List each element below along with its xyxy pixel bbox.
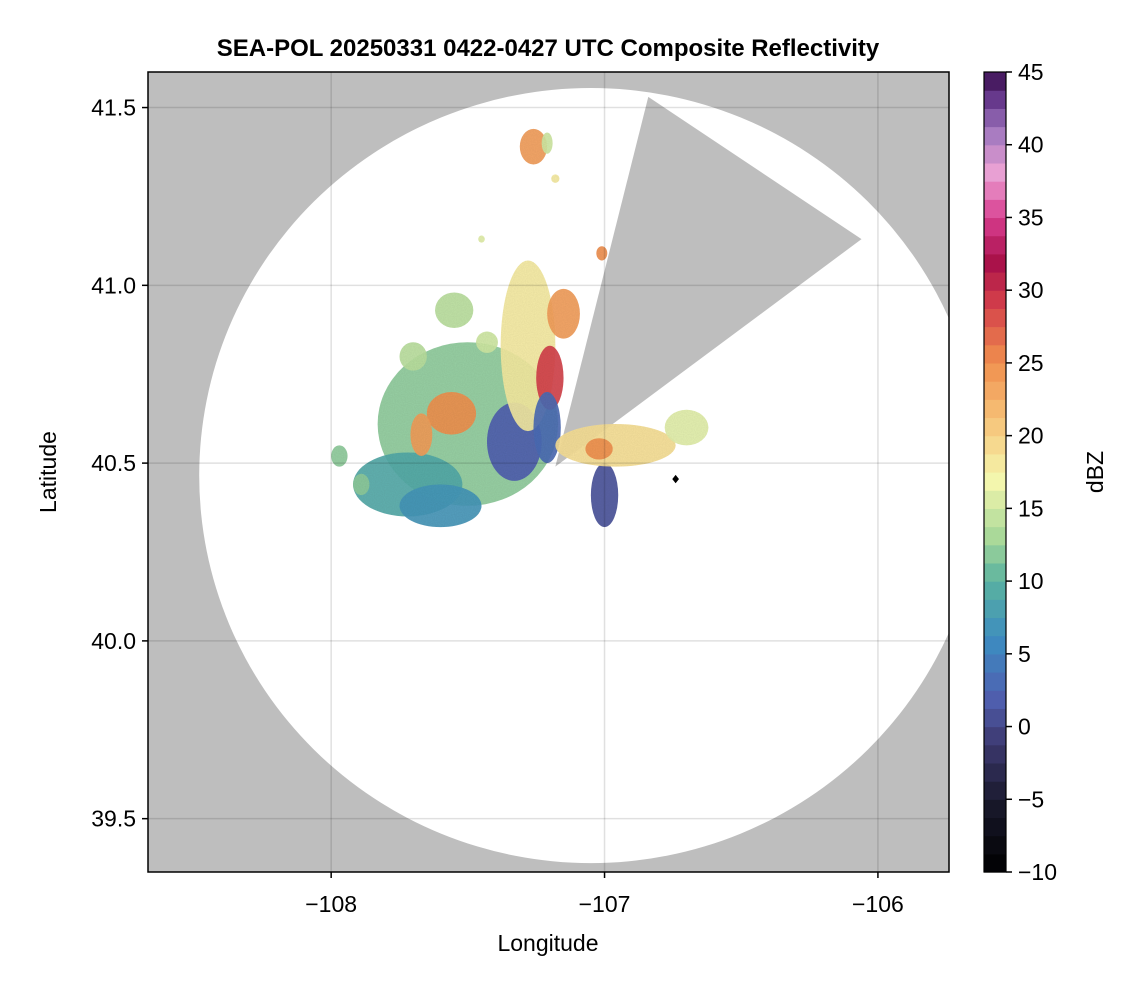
colorbar-bin bbox=[984, 362, 1006, 382]
echo-cell bbox=[410, 413, 433, 456]
echo-cell bbox=[519, 128, 548, 165]
colorbar-tick-label: 15 bbox=[1018, 495, 1044, 521]
echo-cell bbox=[426, 392, 477, 435]
echo-cell bbox=[476, 331, 498, 353]
colorbar-bin bbox=[984, 835, 1006, 855]
colorbar-bin bbox=[984, 508, 1006, 528]
colorbar-bin bbox=[984, 708, 1006, 728]
colorbar-bin bbox=[984, 653, 1006, 673]
colorbar-bin bbox=[984, 726, 1006, 746]
y-tick-label: 41.5 bbox=[91, 95, 136, 121]
colorbar-bin bbox=[984, 472, 1006, 491]
colorbar-bin bbox=[984, 126, 1006, 146]
colorbar-bin bbox=[984, 526, 1006, 546]
colorbar-bin bbox=[984, 635, 1006, 655]
colorbar-bin bbox=[984, 72, 1006, 91]
colorbar-bin bbox=[984, 290, 1006, 309]
colorbar-tick-label: 0 bbox=[1018, 714, 1031, 740]
colorbar-bin bbox=[984, 453, 1006, 473]
y-tick-label: 39.5 bbox=[91, 806, 136, 832]
colorbar-bin bbox=[984, 399, 1006, 419]
echo-cell bbox=[547, 288, 580, 339]
colorbar-tick-label: 25 bbox=[1018, 350, 1044, 376]
echo-cell bbox=[590, 463, 619, 528]
colorbar-bin bbox=[984, 690, 1006, 709]
echo-cell bbox=[541, 132, 553, 154]
colorbar-bin bbox=[984, 344, 1006, 364]
x-tick-label: −107 bbox=[579, 891, 631, 917]
echo-cell bbox=[353, 473, 370, 496]
colorbar-tick-label: −10 bbox=[1018, 859, 1057, 885]
colorbar-frame bbox=[983, 71, 1007, 873]
colorbar-bin bbox=[984, 853, 1006, 873]
colorbar-tick-label: 30 bbox=[1018, 277, 1044, 303]
x-tick-label: −108 bbox=[305, 891, 357, 917]
colorbar-tick-label: 45 bbox=[1018, 59, 1044, 85]
echo-cell bbox=[596, 246, 608, 261]
colorbar-bin bbox=[984, 90, 1006, 109]
colorbar-bin bbox=[984, 817, 1006, 837]
colorbar-bin bbox=[984, 272, 1006, 291]
colorbar-bin bbox=[984, 617, 1006, 637]
x-axis-label: Longitude bbox=[497, 930, 598, 956]
colorbar-bin bbox=[984, 108, 1006, 128]
colorbar-bin bbox=[984, 490, 1006, 509]
colorbar-bin bbox=[984, 162, 1006, 182]
colorbar-bin bbox=[984, 217, 1006, 237]
colorbar-bin bbox=[984, 253, 1006, 273]
echo-cell bbox=[551, 174, 560, 183]
echo-cell bbox=[331, 445, 348, 467]
colorbar-label: dBZ bbox=[1082, 451, 1108, 493]
site-marker-diamond bbox=[670, 473, 681, 485]
y-axis-label: Latitude bbox=[35, 431, 61, 513]
echo-cell bbox=[399, 484, 482, 528]
colorbar-bin bbox=[984, 235, 1006, 255]
radar-coverage-disk bbox=[199, 88, 949, 863]
echo-cell bbox=[435, 292, 474, 328]
colorbar-tick-label: 20 bbox=[1018, 423, 1044, 449]
colorbar-bin bbox=[984, 181, 1006, 200]
echo-cell bbox=[664, 409, 709, 446]
echo-cell bbox=[533, 392, 561, 464]
colorbar bbox=[983, 71, 1007, 873]
y-tick-label: 40.0 bbox=[91, 628, 136, 654]
colorbar-bin bbox=[984, 144, 1006, 164]
colorbar-bin bbox=[984, 562, 1006, 582]
chart-title: SEA-POL 20250331 0422-0427 UTC Composite… bbox=[217, 35, 880, 62]
colorbar-bin bbox=[984, 544, 1006, 564]
colorbar-bin bbox=[984, 799, 1006, 819]
colorbar-bin bbox=[984, 435, 1006, 455]
blocked-sector-0 bbox=[555, 96, 862, 467]
colorbar-bin bbox=[984, 199, 1006, 219]
colorbar-bin bbox=[984, 762, 1006, 782]
colorbar-bin bbox=[984, 672, 1006, 691]
y-tick-label: 40.5 bbox=[91, 450, 136, 476]
colorbar-bin bbox=[984, 417, 1006, 437]
colorbar-bin bbox=[984, 581, 1006, 600]
colorbar-bin bbox=[984, 308, 1006, 328]
y-tick-label: 41.0 bbox=[91, 272, 136, 298]
echo-cell bbox=[585, 438, 613, 460]
colorbar-bin bbox=[984, 381, 1006, 400]
echo-cell bbox=[555, 424, 676, 467]
colorbar-tick-label: 10 bbox=[1018, 568, 1044, 594]
colorbar-bin bbox=[984, 326, 1006, 346]
colorbar-tick-label: 40 bbox=[1018, 132, 1044, 158]
echo-cell bbox=[399, 342, 427, 371]
colorbar-tick-label: 5 bbox=[1018, 641, 1031, 667]
echo-cell bbox=[478, 235, 485, 243]
x-tick-label: −106 bbox=[852, 891, 904, 917]
colorbar-tick-label: −5 bbox=[1018, 786, 1044, 812]
colorbar-bin bbox=[984, 599, 1006, 619]
colorbar-tick-label: 35 bbox=[1018, 204, 1044, 230]
colorbar-bin bbox=[984, 781, 1006, 800]
colorbar-bin bbox=[984, 744, 1006, 764]
plot-frame bbox=[147, 71, 950, 873]
